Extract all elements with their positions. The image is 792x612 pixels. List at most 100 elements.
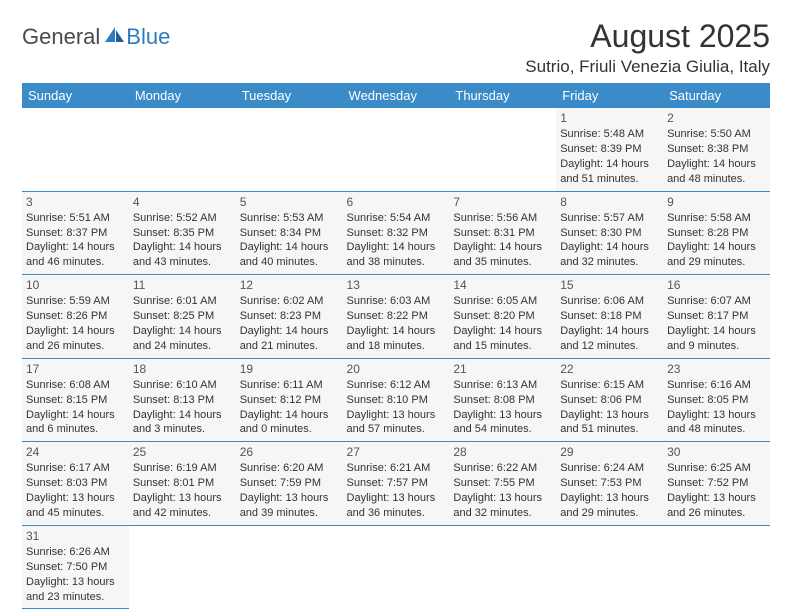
daylight-line: Daylight: 14 hours and 43 minutes.	[133, 240, 232, 270]
daylight-line: Daylight: 14 hours and 15 minutes.	[453, 324, 552, 354]
sunset-line: Sunset: 7:50 PM	[26, 560, 125, 575]
day-cell: 21Sunrise: 6:13 AMSunset: 8:08 PMDayligh…	[449, 358, 556, 442]
sunset-line: Sunset: 7:59 PM	[240, 476, 339, 491]
sunrise-line: Sunrise: 6:22 AM	[453, 461, 552, 476]
sunrise-line: Sunrise: 5:57 AM	[560, 211, 659, 226]
sunrise-line: Sunrise: 6:11 AM	[240, 378, 339, 393]
day-cell: 2Sunrise: 5:50 AMSunset: 8:38 PMDaylight…	[663, 108, 770, 191]
daylight-line: Daylight: 13 hours and 54 minutes.	[453, 408, 552, 438]
sunrise-line: Sunrise: 6:17 AM	[26, 461, 125, 476]
day-number: 22	[560, 361, 659, 377]
day-cell: 26Sunrise: 6:20 AMSunset: 7:59 PMDayligh…	[236, 442, 343, 526]
empty-cell	[343, 108, 450, 191]
sunset-line: Sunset: 8:35 PM	[133, 226, 232, 241]
sunrise-line: Sunrise: 6:01 AM	[133, 294, 232, 309]
day-number: 18	[133, 361, 232, 377]
day-cell: 8Sunrise: 5:57 AMSunset: 8:30 PMDaylight…	[556, 191, 663, 275]
day-cell: 14Sunrise: 6:05 AMSunset: 8:20 PMDayligh…	[449, 275, 556, 359]
sunset-line: Sunset: 8:38 PM	[667, 142, 766, 157]
sunrise-line: Sunrise: 6:05 AM	[453, 294, 552, 309]
day-cell: 12Sunrise: 6:02 AMSunset: 8:23 PMDayligh…	[236, 275, 343, 359]
sunrise-line: Sunrise: 5:48 AM	[560, 127, 659, 142]
sunrise-line: Sunrise: 5:54 AM	[347, 211, 446, 226]
day-header: Thursday	[449, 83, 556, 108]
day-number: 23	[667, 361, 766, 377]
sunset-line: Sunset: 8:13 PM	[133, 393, 232, 408]
sunrise-line: Sunrise: 6:13 AM	[453, 378, 552, 393]
empty-cell	[236, 108, 343, 191]
day-cell: 10Sunrise: 5:59 AMSunset: 8:26 PMDayligh…	[22, 275, 129, 359]
logo-text-general: General	[22, 24, 100, 50]
sunset-line: Sunset: 8:32 PM	[347, 226, 446, 241]
empty-cell	[343, 525, 450, 609]
sunset-line: Sunset: 8:26 PM	[26, 309, 125, 324]
day-cell: 30Sunrise: 6:25 AMSunset: 7:52 PMDayligh…	[663, 442, 770, 526]
sunrise-line: Sunrise: 6:08 AM	[26, 378, 125, 393]
day-header: Saturday	[663, 83, 770, 108]
day-header: Friday	[556, 83, 663, 108]
sunset-line: Sunset: 8:03 PM	[26, 476, 125, 491]
daylight-line: Daylight: 13 hours and 26 minutes.	[667, 491, 766, 521]
day-number: 3	[26, 194, 125, 210]
sunset-line: Sunset: 8:12 PM	[240, 393, 339, 408]
day-number: 6	[347, 194, 446, 210]
calendar-row: 24Sunrise: 6:17 AMSunset: 8:03 PM Dayligh…	[22, 442, 770, 526]
daylight-line: Daylight: 14 hours and 32 minutes.	[560, 240, 659, 270]
day-number: 13	[347, 277, 446, 293]
sunset-line: Sunset: 7:53 PM	[560, 476, 659, 491]
empty-cell	[556, 525, 663, 609]
sunrise-line: Sunrise: 6:21 AM	[347, 461, 446, 476]
day-cell: 27Sunrise: 6:21 AMSunset: 7:57 PMDayligh…	[343, 442, 450, 526]
sunrise-line: Sunrise: 6:24 AM	[560, 461, 659, 476]
daylight-line: Daylight: 14 hours and 48 minutes.	[667, 157, 766, 187]
day-number: 30	[667, 444, 766, 460]
daylight-line: Daylight: 13 hours and 23 minutes.	[26, 575, 125, 605]
month-title: August 2025	[525, 18, 770, 55]
day-cell: 31Sunrise: 6:26 AMSunset: 7:50 PMDayligh…	[22, 525, 129, 609]
sunset-line: Sunset: 8:23 PM	[240, 309, 339, 324]
day-number: 26	[240, 444, 339, 460]
day-number: 10	[26, 277, 125, 293]
sunset-line: Sunset: 8:10 PM	[347, 393, 446, 408]
sunset-line: Sunset: 8:17 PM	[667, 309, 766, 324]
calendar-row: 10Sunrise: 5:59 AMSunset: 8:26 PM Dayligh…	[22, 275, 770, 359]
day-number: 27	[347, 444, 446, 460]
day-cell: 15Sunrise: 6:06 AMSunset: 8:18 PMDayligh…	[556, 275, 663, 359]
sunrise-line: Sunrise: 6:07 AM	[667, 294, 766, 309]
day-number: 29	[560, 444, 659, 460]
day-cell: 5Sunrise: 5:53 AMSunset: 8:34 PMDaylight…	[236, 191, 343, 275]
header: General Blue August 2025 Sutrio, Friuli …	[22, 18, 770, 77]
daylight-line: Daylight: 14 hours and 18 minutes.	[347, 324, 446, 354]
sunset-line: Sunset: 8:18 PM	[560, 309, 659, 324]
daylight-line: Daylight: 14 hours and 12 minutes.	[560, 324, 659, 354]
daylight-line: Daylight: 14 hours and 40 minutes.	[240, 240, 339, 270]
sunrise-line: Sunrise: 6:12 AM	[347, 378, 446, 393]
day-number: 21	[453, 361, 552, 377]
daylight-line: Daylight: 14 hours and 6 minutes.	[26, 408, 125, 438]
day-cell: 1Sunrise: 5:48 AMSunset: 8:39 PMDaylight…	[556, 108, 663, 191]
daylight-line: Daylight: 13 hours and 39 minutes.	[240, 491, 339, 521]
sunrise-line: Sunrise: 6:15 AM	[560, 378, 659, 393]
calendar-row: 1Sunrise: 5:48 AMSunset: 8:39 PMDaylight…	[22, 108, 770, 191]
sunrise-line: Sunrise: 5:52 AM	[133, 211, 232, 226]
day-cell: 4Sunrise: 5:52 AMSunset: 8:35 PMDaylight…	[129, 191, 236, 275]
calendar-row: 31Sunrise: 6:26 AMSunset: 7:50 PMDayligh…	[22, 525, 770, 609]
day-cell: 16Sunrise: 6:07 AMSunset: 8:17 PMDayligh…	[663, 275, 770, 359]
sunrise-line: Sunrise: 5:59 AM	[26, 294, 125, 309]
sunrise-line: Sunrise: 6:20 AM	[240, 461, 339, 476]
empty-cell	[129, 525, 236, 609]
sunrise-line: Sunrise: 6:19 AM	[133, 461, 232, 476]
day-cell: 18Sunrise: 6:10 AMSunset: 8:13 PMDayligh…	[129, 358, 236, 442]
empty-cell	[663, 525, 770, 609]
daylight-line: Daylight: 14 hours and 0 minutes.	[240, 408, 339, 438]
sunrise-line: Sunrise: 6:16 AM	[667, 378, 766, 393]
day-cell: 20Sunrise: 6:12 AMSunset: 8:10 PMDayligh…	[343, 358, 450, 442]
day-number: 8	[560, 194, 659, 210]
daylight-line: Daylight: 14 hours and 46 minutes.	[26, 240, 125, 270]
sunset-line: Sunset: 7:52 PM	[667, 476, 766, 491]
day-number: 4	[133, 194, 232, 210]
day-number: 14	[453, 277, 552, 293]
day-number: 24	[26, 444, 125, 460]
empty-cell	[449, 525, 556, 609]
day-cell: 28Sunrise: 6:22 AMSunset: 7:55 PMDayligh…	[449, 442, 556, 526]
